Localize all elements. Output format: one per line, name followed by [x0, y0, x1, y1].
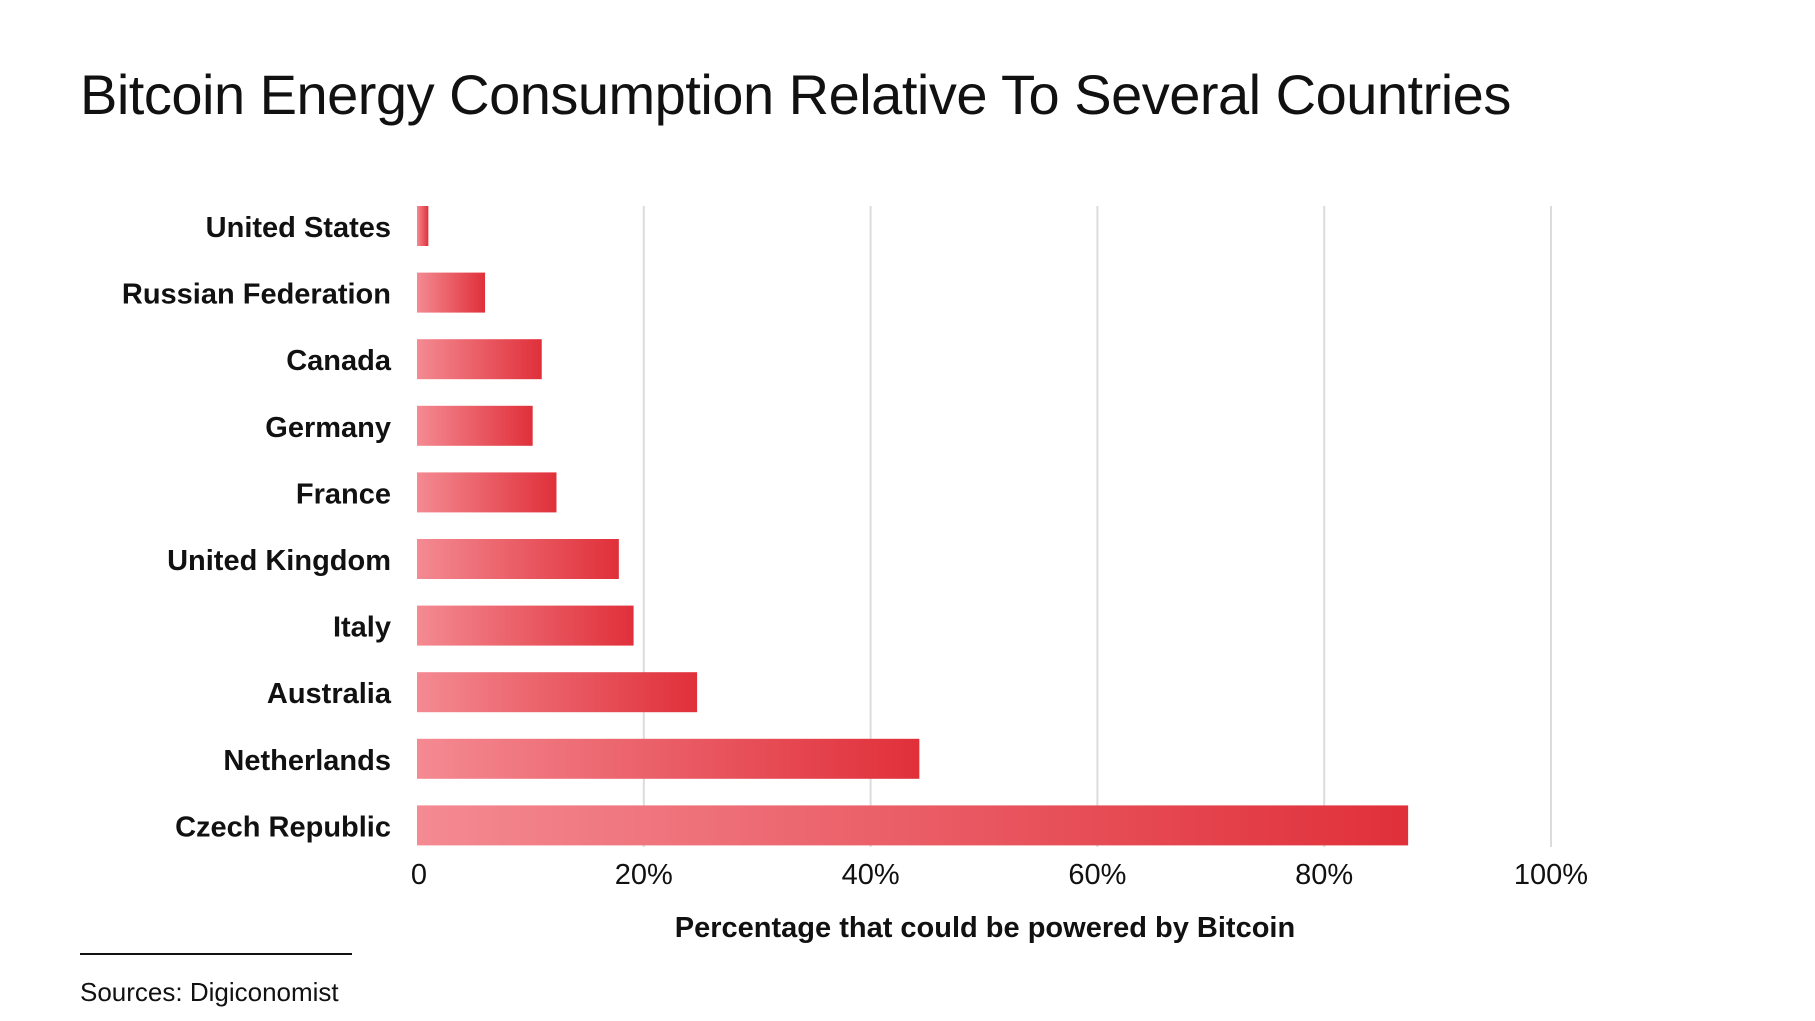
x-tick-label: 60%: [1068, 859, 1126, 891]
category-label: Australia: [267, 678, 392, 710]
x-tick-label: 40%: [842, 859, 900, 891]
bars: [417, 206, 1409, 846]
source-note: Sources: Digiconomist: [80, 977, 339, 1007]
category-label: Germany: [265, 412, 391, 444]
bar-italy: [417, 605, 634, 646]
category-label: Italy: [333, 612, 391, 644]
category-labels: United States Russian Federation Canada Ger…: [122, 212, 392, 843]
x-tick-label: 0: [411, 859, 427, 891]
x-tick-label: 20%: [615, 859, 673, 891]
category-label: United Kingdom: [167, 545, 391, 577]
category-label: Russian Federation: [122, 279, 391, 311]
category-label: Czech Republic: [175, 811, 391, 843]
bar-netherlands: [417, 738, 920, 779]
bar-czech-republic: [417, 805, 1409, 846]
chart-title: Bitcoin Energy Consumption Relative To S…: [80, 63, 1511, 126]
x-tick-label: 80%: [1295, 859, 1353, 891]
category-label: France: [296, 478, 391, 510]
bar-france: [417, 472, 557, 513]
category-label: United States: [206, 212, 391, 244]
bar-united-states: [417, 206, 429, 246]
x-axis-label: Percentage that could be powered by Bitc…: [674, 912, 1296, 944]
x-tick-labels: 0 20% 40% 60% 80% 100%: [411, 859, 1588, 891]
bar-australia: [417, 672, 698, 713]
bar-russian-federation: [417, 272, 486, 313]
category-label: Canada: [286, 345, 392, 377]
bar-canada: [417, 339, 542, 380]
bar-united-kingdom: [417, 539, 619, 579]
x-tick-label: 100%: [1514, 859, 1588, 891]
category-label: Netherlands: [223, 745, 391, 777]
bar-germany: [417, 405, 533, 446]
source-divider: [80, 953, 352, 955]
